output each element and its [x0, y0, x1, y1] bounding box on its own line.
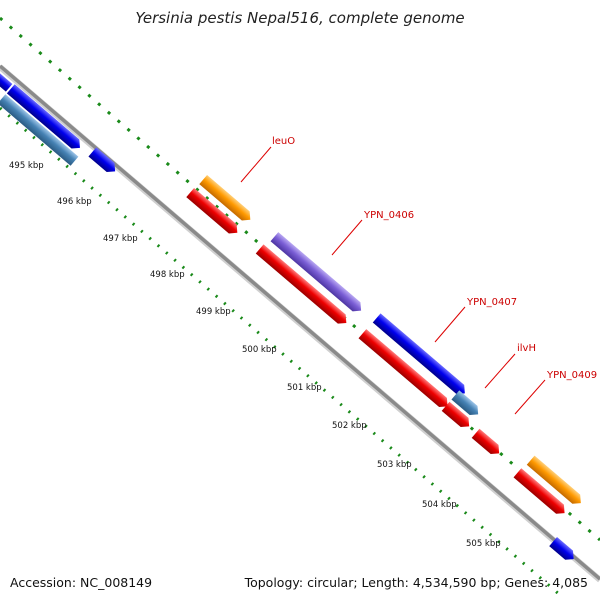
- forward-strand-genes: [0, 68, 585, 508]
- gene-arrow[interactable]: [199, 174, 254, 224]
- label-leaders: [240, 146, 546, 415]
- length-value: 4,534,590 bp: [412, 575, 497, 590]
- tick-label: 501 kbp: [287, 383, 322, 393]
- genes-label: Genes:: [504, 575, 549, 590]
- tick-label: 497 kbp: [103, 234, 138, 244]
- tick-label: 495 kbp: [9, 161, 44, 171]
- tick-label: 505 kbp: [466, 539, 501, 549]
- tick-track: [0, 106, 561, 597]
- gene-arrow[interactable]: [6, 84, 84, 152]
- gene-label[interactable]: YPN_0406: [363, 210, 414, 221]
- gene-arrow[interactable]: [186, 187, 241, 237]
- gc-track-outer: [0, 16, 600, 542]
- gene-arrow[interactable]: [471, 428, 503, 458]
- gene-arrow[interactable]: [0, 94, 79, 166]
- gene-arrow[interactable]: [270, 232, 365, 315]
- length-label: Length:: [361, 575, 409, 590]
- gene-label[interactable]: YPN_0407: [466, 297, 517, 308]
- gene-label[interactable]: leuO: [272, 136, 295, 147]
- gene-arrow[interactable]: [372, 313, 469, 397]
- position-tick-labels: 495 kbp 496 kbp 497 kbp 498 kbp 499 kbp …: [9, 161, 501, 549]
- gene-label[interactable]: ilvH: [517, 343, 536, 354]
- reverse-strand-genes: [0, 94, 577, 564]
- gene-arrow[interactable]: [255, 244, 350, 327]
- tick-label: 498 kbp: [150, 270, 185, 280]
- accession-value: NC_008149: [80, 575, 153, 590]
- backbone-ring: [0, 64, 600, 581]
- genes-value: 4,085: [552, 575, 588, 590]
- gene-arrow[interactable]: [513, 468, 569, 517]
- gene-arrow[interactable]: [451, 390, 482, 419]
- gene-arrow[interactable]: [0, 68, 13, 92]
- gene-labels: leuO YPN_0406 YPN_0407 ilvH YPN_0409: [272, 136, 597, 381]
- map-title: Yersinia pestis Nepal516, complete genom…: [135, 9, 465, 27]
- tick-label: 503 kbp: [377, 460, 412, 470]
- gene-arrow[interactable]: [526, 455, 585, 508]
- gene-arrow[interactable]: [549, 536, 577, 564]
- tick-label: 496 kbp: [57, 197, 92, 207]
- gene-arrow[interactable]: [88, 147, 119, 176]
- genome-summary: Topology: circular; Length: 4,534,590 bp…: [244, 575, 588, 590]
- topology-value: circular: [307, 575, 354, 590]
- gene-arrow[interactable]: [441, 401, 473, 431]
- accession-label: Accession:: [10, 575, 77, 590]
- gene-label[interactable]: YPN_0409: [546, 370, 597, 381]
- topology-label: Topology:: [244, 575, 304, 590]
- tick-label: 500 kbp: [242, 345, 277, 355]
- tick-label: 504 kbp: [422, 500, 457, 510]
- accession-info: Accession: NC_008149: [10, 575, 152, 590]
- gene-arrow[interactable]: [358, 329, 452, 411]
- tick-label: 499 kbp: [196, 307, 231, 317]
- tick-label: 502 kbp: [332, 421, 367, 431]
